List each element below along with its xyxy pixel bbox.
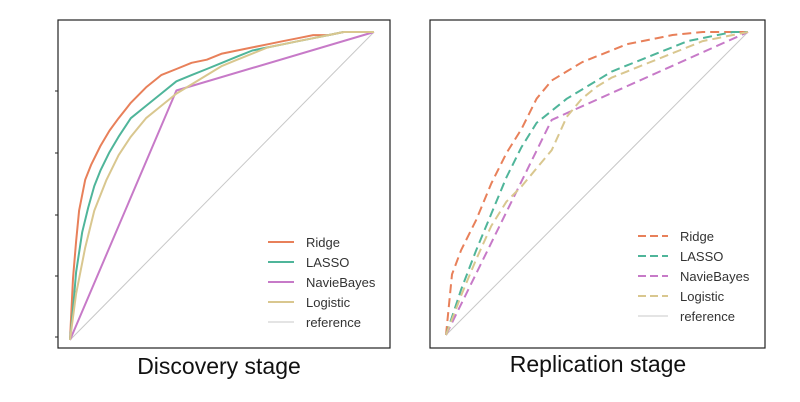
replication-plot-frame — [429, 19, 766, 349]
legend-label-logistic: Logistic — [306, 295, 351, 310]
replication-caption: Replication stage — [510, 351, 686, 377]
legend-label-naviebayes: NavieBayes — [306, 275, 376, 290]
discovery-axis-ticks — [55, 90, 58, 338]
series-line-naviebayes — [69, 31, 375, 341]
series-line-reference — [445, 31, 749, 336]
discovery-panel: Ridge LASSO NavieBayes Logistic reference Di… — [55, 19, 391, 379]
legend-label-lasso: LASSO — [306, 255, 349, 270]
legend-label-ridge: Ridge — [306, 235, 340, 250]
legend-label-lasso: LASSO — [680, 249, 723, 264]
series-line-lasso — [445, 31, 748, 336]
legend-label-naviebayes: NavieBayes — [680, 269, 750, 284]
replication-legend: Ridge LASSO NavieBayes Logistic reference — [638, 229, 750, 324]
series-line-ridge — [69, 31, 374, 341]
series-line-logistic — [445, 31, 749, 336]
discovery-caption: Discovery stage — [137, 353, 301, 379]
legend-label-logistic: Logistic — [680, 289, 725, 304]
discovery-series-layer — [69, 31, 375, 341]
series-line-ridge — [445, 31, 748, 336]
legend-label-reference: reference — [306, 315, 361, 330]
series-line-naviebayes — [445, 31, 749, 336]
series-line-logistic — [69, 31, 374, 341]
replication-series-layer — [445, 31, 749, 336]
series-line-reference — [69, 31, 375, 341]
replication-panel: Ridge LASSO NavieBayes Logistic reference Re… — [429, 19, 766, 377]
legend-label-reference: reference — [680, 309, 735, 324]
legend-label-ridge: Ridge — [680, 229, 714, 244]
discovery-legend: Ridge LASSO NavieBayes Logistic reference — [268, 235, 376, 330]
